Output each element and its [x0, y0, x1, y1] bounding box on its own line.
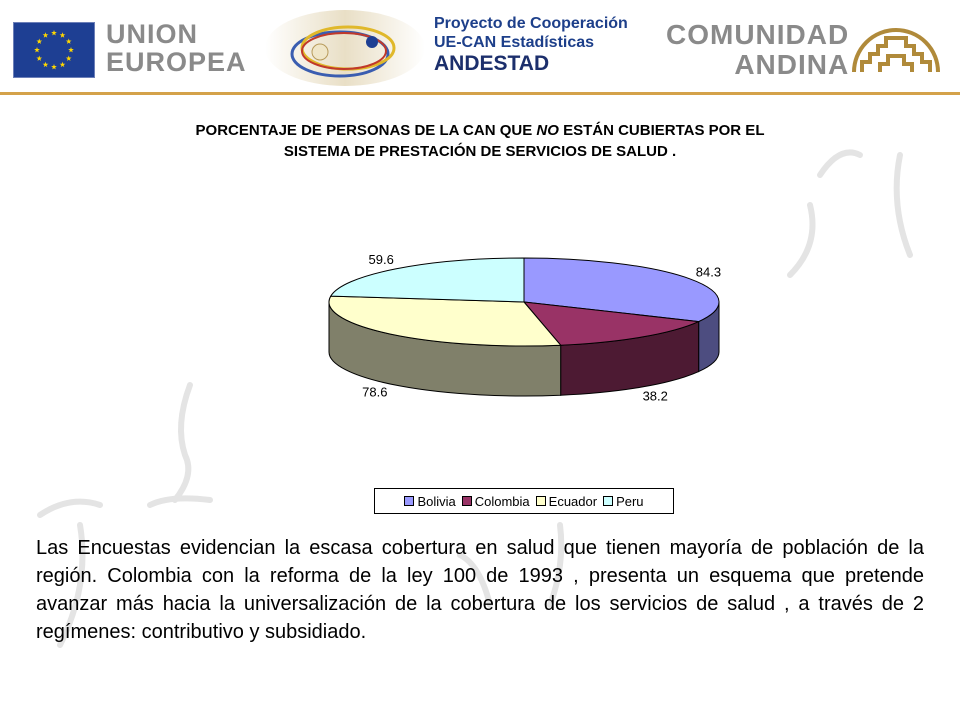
eu-star-icon: [42, 61, 49, 68]
eu-star-icon: [36, 38, 43, 44]
background-watermark: [37, 149, 913, 648]
eu-line2: EUROPEA: [106, 47, 247, 77]
title-part1: PORCENTAJE DE PERSONAS DE LA CAN QUE: [195, 122, 537, 139]
eu-star-icon: [51, 30, 57, 36]
legend-swatch: [535, 496, 546, 506]
data-label-colombia: 38.2: [643, 389, 668, 404]
legend-item-peru: Peru: [603, 493, 644, 509]
eu-star-icon: [42, 32, 49, 38]
pie-slice-bolivia: [523, 257, 720, 323]
project-line3: ANDESTAD: [434, 52, 550, 75]
andestad-logo-icon: [265, 10, 425, 86]
project-line1: Proyecto de Cooperación: [434, 15, 628, 32]
eu-star-icon: [51, 64, 57, 70]
project-line2: UE-CAN Estadísticas: [434, 34, 595, 51]
legend-swatch: [603, 496, 614, 506]
eu-star-icon: [34, 47, 40, 53]
pie-slice-ecuador: [328, 295, 562, 347]
pie-chart: 84.3 38.2 78.6 59.6: [328, 252, 721, 404]
legend-item-bolivia: Bolivia: [404, 493, 456, 509]
comunidad-andina-logo-icon: [852, 28, 940, 73]
chart-legend: Bolivia Colombia Ecuador Peru: [374, 488, 674, 514]
can-line2: ANDINA: [734, 49, 850, 80]
legend-label: Ecuador: [548, 493, 598, 509]
pie-slice-peru: [329, 257, 525, 303]
title-part3: ESTÁN CUBIERTAS POR EL: [558, 122, 765, 139]
eu-line1: UNION: [106, 19, 198, 49]
eu-star-icon: [65, 38, 72, 44]
legend-swatch: [404, 496, 415, 506]
title-line2: SISTEMA DE PRESTACIÓN DE SERVICIOS DE SA…: [283, 143, 677, 160]
body-paragraph: Las Encuestas evidencian la escasa cober…: [36, 537, 924, 643]
legend-item-colombia: Colombia: [461, 493, 530, 509]
eu-logo-text: UNION EUROPEA: [106, 20, 247, 76]
chart-title: PORCENTAJE DE PERSONAS DE LA CAN QUE NO …: [60, 120, 900, 162]
header-banner: UNION EUROPEA Proyecto de Cooperación UE…: [0, 0, 960, 92]
data-label-peru: 59.6: [369, 252, 394, 267]
project-title: Proyecto de Cooperación UE-CAN Estadísti…: [434, 14, 628, 76]
can-logo-text: COMUNIDAD ANDINA: [666, 20, 849, 80]
eu-star-icon: [59, 61, 66, 68]
legend-label: Bolivia: [417, 493, 456, 509]
legend-label: Peru: [616, 493, 644, 509]
eu-flag-icon: [13, 22, 95, 78]
legend-label: Colombia: [474, 493, 530, 509]
eu-star-icon: [68, 47, 74, 53]
eu-star-icon: [59, 32, 66, 38]
legend-item-ecuador: Ecuador: [535, 493, 598, 509]
can-line1: COMUNIDAD: [666, 19, 850, 50]
data-label-ecuador: 78.6: [362, 385, 387, 400]
eu-star-icon: [65, 55, 72, 61]
data-label-bolivia: 84.3: [696, 264, 721, 279]
legend-swatch: [461, 496, 472, 506]
pie-slice-colombia: [522, 301, 701, 346]
header-divider: [0, 92, 960, 95]
eu-star-icon: [36, 55, 43, 61]
title-part2: NO: [536, 122, 559, 139]
